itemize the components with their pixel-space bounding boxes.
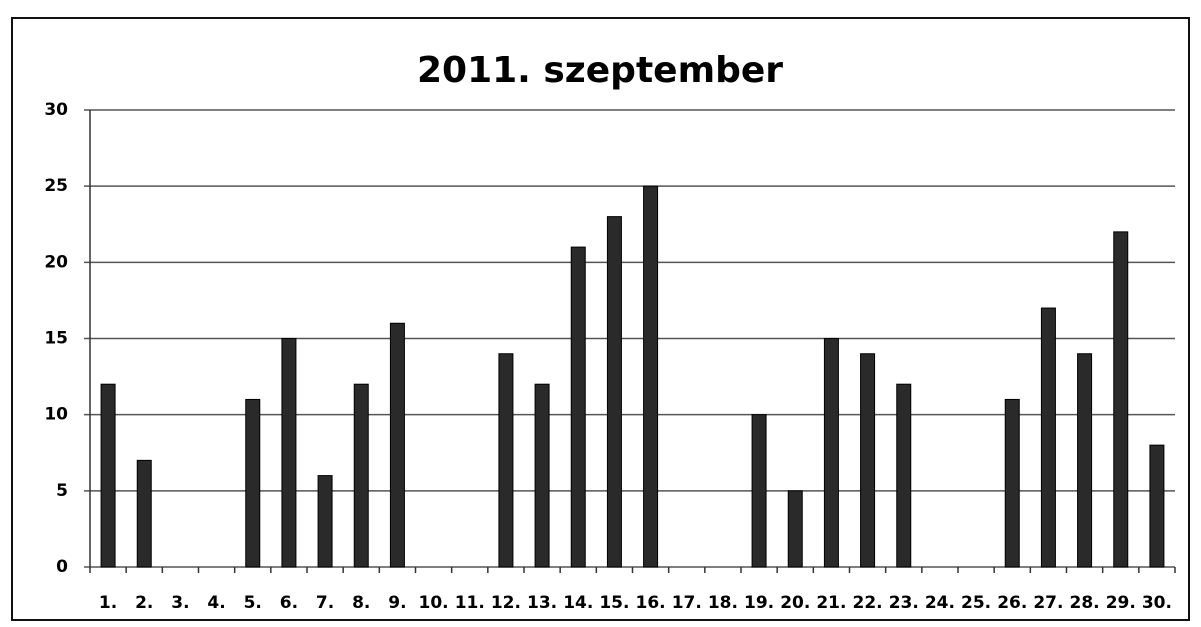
bar [389, 322, 405, 568]
y-tick-label: 30 [44, 100, 68, 120]
x-tick-label: 11. [455, 593, 485, 613]
x-tick-label: 16. [636, 593, 666, 613]
x-tick-label: 1. [99, 593, 117, 613]
bar [353, 383, 369, 568]
x-tick-label: 22. [853, 593, 883, 613]
x-tick-label: 9. [388, 593, 406, 613]
bar [823, 338, 839, 568]
bar [1113, 231, 1129, 568]
x-tick-label: 24. [925, 593, 955, 613]
bar [317, 475, 333, 568]
bar [1004, 398, 1020, 568]
x-tick-label: 15. [599, 593, 629, 613]
bar [281, 338, 297, 568]
x-tick-label: 5. [244, 593, 262, 613]
bar [896, 383, 912, 568]
y-tick-label: 20 [44, 252, 68, 272]
chart-title: 2011. szeptember [417, 50, 783, 91]
bar [534, 383, 550, 568]
x-tick-label: 10. [419, 593, 449, 613]
bar [860, 353, 876, 568]
x-tick-label: 12. [491, 593, 521, 613]
y-tick-label: 15 [44, 329, 68, 349]
x-tick-label: 27. [1033, 593, 1063, 613]
bar [136, 459, 152, 568]
x-tick-label: 23. [889, 593, 919, 613]
bar [751, 414, 767, 568]
x-tick-label: 19. [744, 593, 774, 613]
chart-frame [11, 17, 1190, 621]
x-tick-label: 4. [207, 593, 225, 613]
bar [100, 383, 116, 568]
bar [498, 353, 514, 568]
bar [1149, 444, 1165, 568]
x-tick-label: 17. [672, 593, 702, 613]
x-tick-label: 8. [352, 593, 370, 613]
x-tick-label: 14. [563, 593, 593, 613]
x-tick-label: 6. [280, 593, 298, 613]
bar [245, 398, 261, 568]
x-tick-label: 26. [997, 593, 1027, 613]
y-tick-label: 0 [56, 557, 68, 577]
x-tick-label: 28. [1070, 593, 1100, 613]
x-tick-label: 18. [708, 593, 738, 613]
y-tick-label: 25 [44, 176, 68, 196]
bar [787, 490, 803, 568]
x-tick-label: 13. [527, 593, 557, 613]
x-tick-label: 3. [171, 593, 189, 613]
y-tick-label: 10 [44, 405, 68, 425]
x-tick-label: 20. [780, 593, 810, 613]
bar [1077, 353, 1093, 568]
x-tick-label: 29. [1106, 593, 1136, 613]
x-tick-label: 21. [816, 593, 846, 613]
bar [570, 246, 586, 568]
x-tick-label: 2. [135, 593, 153, 613]
y-tick-label: 5 [56, 481, 68, 501]
bar [1040, 307, 1056, 568]
x-tick-label: 7. [316, 593, 334, 613]
bar [643, 185, 659, 568]
bar [606, 216, 622, 568]
x-tick-label: 30. [1142, 593, 1172, 613]
x-tick-label: 25. [961, 593, 991, 613]
